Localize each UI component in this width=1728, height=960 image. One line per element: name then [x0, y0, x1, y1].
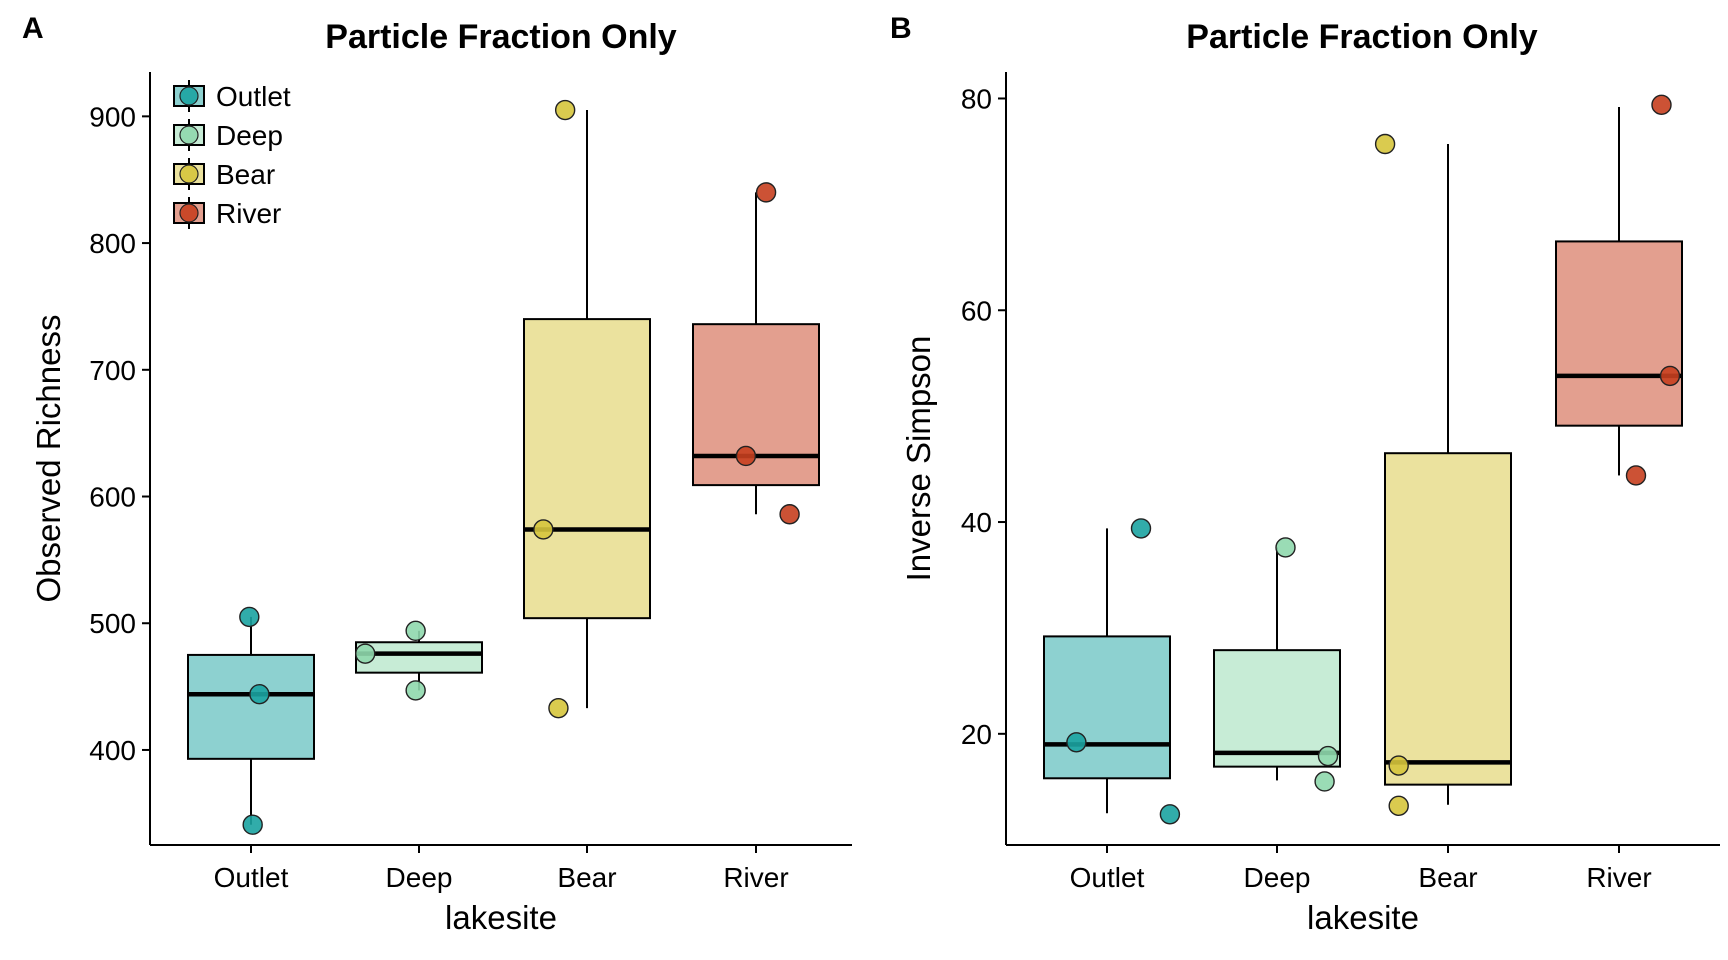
data-point-river — [1651, 94, 1672, 116]
legend-key-river — [173, 197, 205, 229]
panel-letter: A — [22, 12, 44, 45]
data-point-deep — [1317, 745, 1339, 767]
y-tick-label: 800 — [89, 228, 136, 259]
legend-label: Deep — [216, 120, 283, 151]
y-tick-label: 40 — [961, 507, 992, 538]
y-tick-label: 400 — [89, 735, 136, 766]
legend-key-point — [179, 164, 199, 184]
data-point-bear — [1388, 755, 1409, 776]
x-axis-title: lakesite — [1307, 899, 1419, 936]
x-tick-label: Bear — [557, 862, 616, 893]
legend: Outlet Deep Bear River — [173, 80, 291, 229]
y-tick-label: 600 — [89, 482, 136, 513]
box-body — [187, 653, 315, 760]
box-body — [1384, 452, 1512, 786]
x-tick-label: Bear — [1418, 862, 1477, 893]
chart-title: Particle Fraction Only — [1186, 18, 1538, 56]
box-body — [523, 318, 651, 620]
y-tick-label: 700 — [89, 355, 136, 386]
box-deep — [1213, 547, 1341, 781]
box-body — [1043, 635, 1171, 780]
data-point-deep — [1314, 771, 1335, 792]
chart-title: Particle Fraction Only — [325, 18, 677, 56]
box-body — [355, 641, 483, 674]
y-tick-label: 80 — [961, 83, 992, 114]
x-tick-label: Deep — [1244, 862, 1311, 893]
data-point-river — [1625, 465, 1647, 486]
legend-key-point — [179, 125, 199, 145]
data-point-river — [735, 445, 757, 467]
panel-b: B Particle Fraction Only 20 40 60 80 Outlet Dee… — [890, 12, 1720, 936]
data-point-outlet — [1130, 518, 1152, 539]
legend-key-point — [179, 203, 199, 223]
legend-label: Outlet — [216, 81, 291, 112]
legend-label: Bear — [216, 159, 275, 190]
legend-key-bear — [173, 158, 205, 190]
data-point-deep — [405, 620, 426, 642]
data-point-river — [779, 504, 800, 525]
box-river — [692, 192, 820, 515]
box-body — [692, 323, 820, 487]
data-point-river — [1659, 365, 1681, 387]
data-point-outlet — [1066, 732, 1087, 753]
box-outlet — [187, 616, 315, 825]
y-axis-title: Observed Richness — [30, 315, 67, 603]
data-point-bear — [548, 697, 569, 719]
data-point-deep — [1275, 537, 1296, 558]
box-outlet — [1043, 528, 1171, 814]
panel-letter: B — [890, 12, 912, 45]
legend-key-deep — [173, 119, 205, 151]
y-tick-label: 20 — [961, 719, 992, 750]
data-point-outlet — [239, 606, 260, 628]
data-point-bear — [554, 99, 576, 121]
x-tick-label: Outlet — [214, 862, 289, 893]
data-point-outlet — [249, 684, 270, 705]
y-tick-label: 500 — [89, 608, 136, 639]
legend-key-point — [179, 86, 199, 106]
data-point-deep — [355, 643, 376, 664]
x-tick-label: River — [1586, 862, 1651, 893]
box-body — [1213, 649, 1341, 768]
box-bear — [523, 110, 651, 709]
y-axis-title: Inverse Simpson — [900, 336, 937, 582]
data-point-deep — [405, 680, 426, 701]
data-point-outlet — [242, 814, 263, 835]
data-point-bear — [1388, 795, 1409, 817]
box-body — [1555, 240, 1683, 427]
data-point-bear — [533, 519, 554, 540]
y-tick-label: 60 — [961, 295, 992, 326]
data-point-river — [755, 182, 777, 203]
legend-label: River — [216, 198, 281, 229]
x-tick-label: River — [723, 862, 788, 893]
box-river — [1555, 106, 1683, 476]
data-point-bear — [1374, 133, 1396, 155]
x-tick-label: Outlet — [1070, 862, 1145, 893]
box-bear — [1384, 144, 1512, 805]
data-point-outlet — [1159, 804, 1181, 825]
x-axis-title: lakesite — [445, 899, 557, 936]
legend-key-outlet — [173, 80, 205, 112]
y-tick-label: 900 — [89, 101, 136, 132]
panel-a: A Particle Fraction Only 400 500 600 700 800 90… — [22, 12, 852, 936]
x-tick-label: Deep — [386, 862, 453, 893]
